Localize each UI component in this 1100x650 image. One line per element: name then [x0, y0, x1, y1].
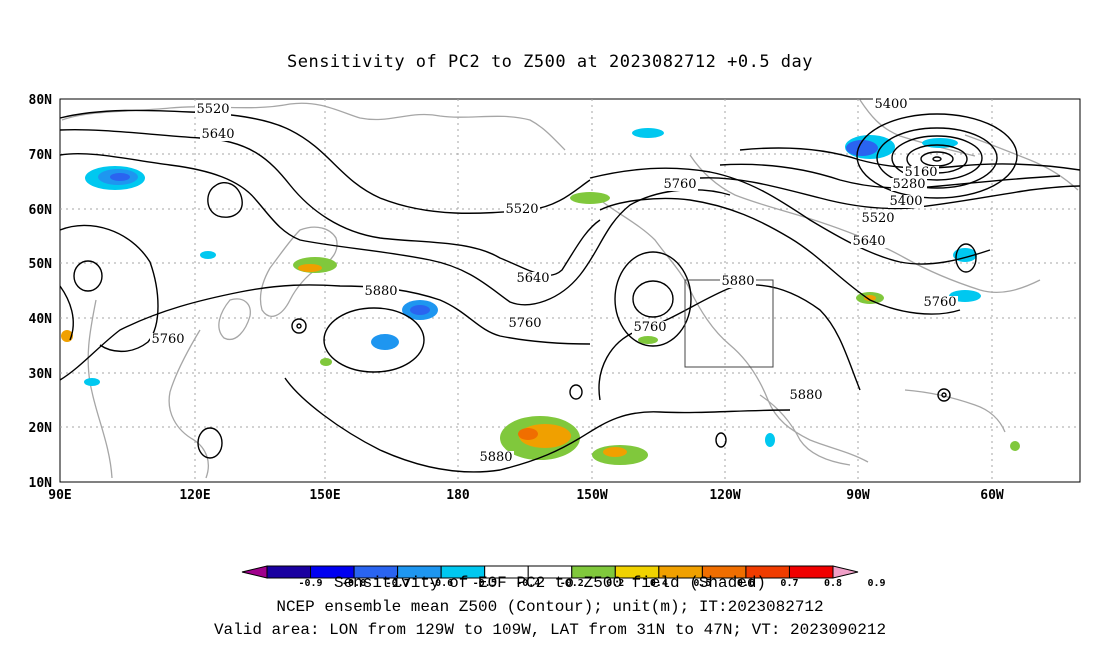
colorbar-tick-label: -0.7	[386, 578, 410, 589]
lon-label-90e: 90E	[48, 488, 71, 503]
coastlines	[61, 99, 1079, 479]
contour-label: 5760	[633, 320, 666, 335]
lat-label-20n: 20N	[29, 421, 53, 436]
contour-label: 5760	[508, 316, 541, 331]
contour-label: 5400	[874, 97, 907, 112]
colorbar-tick-label: 0.2	[606, 578, 624, 589]
colorbar-tick-label: 0.7	[780, 578, 798, 589]
map-frame	[59, 98, 1081, 483]
lat-label-60n: 60N	[29, 203, 53, 218]
lon-label-150w: 150W	[576, 488, 607, 503]
contour-label: 5520	[505, 202, 538, 217]
plot-title: Sensitivity of PC2 to Z500 at 2023082712…	[286, 52, 813, 72]
colorbar-tick-label: 0.6	[737, 578, 755, 589]
caption-line-3: Valid area: LON from 129W to 109W, LAT f…	[213, 621, 887, 639]
contour-label: 5880	[479, 450, 512, 465]
latitude-labels: 80N 70N 60N 50N 40N 30N 20N 10N	[29, 93, 53, 491]
contour-labels: 5520 5640 5520 5640 5760 5880 5760 5760 5760 5880…	[150, 97, 958, 465]
lat-label-40n: 40N	[29, 312, 53, 327]
colorbar-max-arrow	[832, 565, 859, 579]
caption-line-2: NCEP ensemble mean Z500 (Contour); unit(…	[276, 598, 824, 616]
contour-label: 5760	[151, 332, 184, 347]
contour-label: 5640	[201, 127, 234, 142]
colorbar-tick-label: 0.4	[650, 578, 668, 589]
contour-label: 5880	[789, 388, 822, 403]
contour-label: 5760	[663, 177, 696, 192]
contour-label: 5640	[516, 271, 549, 286]
caption-line-1: Sensitivity of EOF PC2 to Z500 field (Sh…	[333, 574, 767, 592]
contour-label: 5640	[852, 234, 885, 249]
contour-label: 5520	[196, 102, 229, 117]
contour-label: 5400	[889, 194, 922, 209]
colorbar-tick-label: -0.5	[473, 578, 497, 589]
colorbar-tick-label: -0.4	[516, 578, 540, 589]
lon-label-150e: 150E	[309, 488, 340, 503]
lat-label-30n: 30N	[29, 367, 53, 382]
contour-label: 5160	[904, 165, 937, 180]
lat-label-80n: 80N	[29, 93, 53, 108]
contour-label: 5760	[923, 295, 956, 310]
contour-label: 5280	[892, 177, 925, 192]
contour-label: 5880	[721, 274, 754, 289]
colorbar-tick-label: -0.9	[298, 578, 322, 589]
z500-contours	[59, 109, 1081, 473]
colorbar-tick-label: 0.8	[824, 578, 842, 589]
contour-label: 5520	[861, 211, 894, 226]
colorbar: -0.9 -0.8 -0.7 -0.6 -0.5 -0.4 -0.2 0.2 0.4 0.5 0.6…	[241, 565, 886, 589]
colorbar-tick-label: 0.9	[868, 578, 886, 589]
lat-label-70n: 70N	[29, 148, 53, 163]
colorbar-tick-label: -0.8	[342, 578, 366, 589]
lat-label-50n: 50N	[29, 257, 53, 272]
lon-label-180: 180	[446, 488, 470, 503]
colorbar-tick-label: -0.6	[429, 578, 453, 589]
longitude-labels: 90E 120E 150E 180 150W 120W 90W 60W	[48, 488, 1004, 503]
lon-label-120w: 120W	[709, 488, 740, 503]
colorbar-tick-label: -0.2	[560, 578, 584, 589]
lon-label-60w: 60W	[980, 488, 1004, 503]
lat-label-10n: 10N	[29, 476, 53, 491]
lon-label-90w: 90W	[846, 488, 870, 503]
colorbar-tick-label: 0.5	[693, 578, 711, 589]
lon-label-120e: 120E	[179, 488, 210, 503]
contour-label: 5880	[364, 284, 397, 299]
